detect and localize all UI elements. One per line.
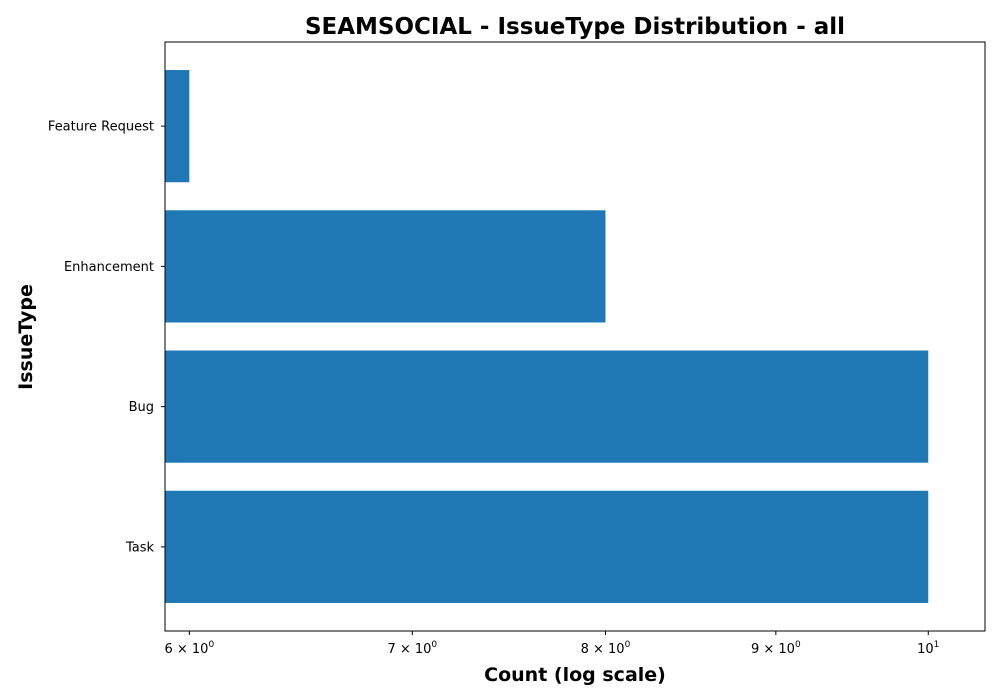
- x-tick-exponent: 0: [795, 640, 801, 650]
- bars: [165, 70, 929, 603]
- x-axis-label: Count (log scale): [484, 664, 666, 686]
- x-tick-exponent: 0: [625, 640, 631, 650]
- x-tick-label: 8 × 100: [581, 640, 631, 657]
- y-axis-label: IssueType: [15, 284, 37, 390]
- x-tick-base: 9 × 10: [751, 642, 795, 657]
- chart-title: SEAMSOCIAL - IssueType Distribution - al…: [305, 14, 845, 40]
- bar-enhancement: [165, 210, 606, 323]
- x-tick-base: 7 × 10: [387, 642, 431, 657]
- x-tick-base: 10: [917, 642, 934, 657]
- x-tick-exponent: 0: [208, 640, 214, 650]
- x-axis-ticks: 6 × 100 7 × 100 8 × 100 9 × 100 101: [164, 631, 939, 657]
- x-tick-base: 8 × 10: [581, 642, 625, 657]
- bar-feature-request: [165, 70, 190, 183]
- x-tick-label: 101: [917, 640, 939, 657]
- plot-frame: [164, 41, 986, 632]
- y-axis-ticks: Task Bug Enhancement Feature Request: [48, 120, 165, 555]
- x-tick-exponent: 0: [431, 640, 437, 650]
- y-tick-label: Task: [125, 540, 155, 555]
- x-tick-label: 7 × 100: [387, 640, 437, 657]
- y-tick-label: Enhancement: [64, 260, 154, 275]
- bar-bug: [165, 350, 929, 463]
- x-tick-base: 6 × 10: [164, 642, 208, 657]
- x-tick-label: 6 × 100: [164, 640, 214, 657]
- bar-task: [165, 490, 929, 603]
- x-tick-label: 9 × 100: [751, 640, 801, 657]
- y-tick-label: Feature Request: [48, 120, 154, 135]
- x-tick-exponent: 1: [934, 640, 940, 650]
- y-tick-label: Bug: [129, 400, 154, 415]
